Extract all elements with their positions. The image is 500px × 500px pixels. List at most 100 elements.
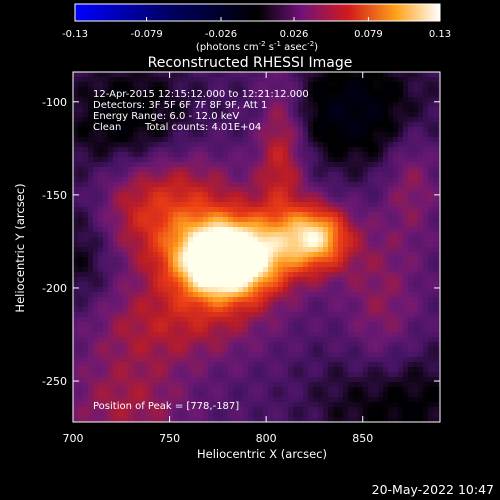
heatmap-cell xyxy=(368,102,374,108)
heatmap-cell xyxy=(158,127,164,133)
heatmap-cell xyxy=(213,192,219,198)
heatmap-cell xyxy=(123,402,129,408)
heatmap-cell xyxy=(343,117,349,123)
heatmap-cell xyxy=(428,102,434,108)
heatmap-cell xyxy=(88,362,94,368)
heatmap-cell xyxy=(138,282,144,288)
heatmap-cell xyxy=(298,272,304,278)
heatmap-cell xyxy=(218,297,224,303)
heatmap-cell xyxy=(383,227,389,233)
heatmap-cell xyxy=(328,352,334,358)
heatmap-cell xyxy=(248,327,254,333)
heatmap-cell xyxy=(118,417,124,422)
heatmap-cell xyxy=(323,252,329,258)
heatmap-cell xyxy=(423,132,429,138)
heatmap-cell xyxy=(408,302,414,308)
heatmap-cell xyxy=(243,197,249,203)
heatmap-cell xyxy=(183,112,189,118)
heatmap-cell xyxy=(343,272,349,278)
heatmap-cell xyxy=(98,267,104,273)
heatmap-cell xyxy=(353,242,359,248)
heatmap-cell xyxy=(383,137,389,143)
heatmap-cell xyxy=(98,217,104,223)
heatmap-cell xyxy=(238,237,244,243)
heatmap-cell xyxy=(253,142,259,148)
colorbar-tick-label: -0.026 xyxy=(205,29,237,40)
heatmap-cell xyxy=(368,307,374,313)
heatmap-cell xyxy=(323,162,329,168)
heatmap-cell xyxy=(388,342,394,348)
heatmap-cell xyxy=(143,237,149,243)
heatmap-cell xyxy=(198,102,204,108)
heatmap-cell xyxy=(83,232,89,238)
heatmap-cell xyxy=(73,347,79,353)
heatmap-cell xyxy=(368,177,374,183)
heatmap-cell xyxy=(328,342,334,348)
heatmap-cell xyxy=(268,267,274,273)
heatmap-cell xyxy=(98,182,104,188)
heatmap-cell xyxy=(78,167,84,173)
heatmap-cell xyxy=(88,412,94,418)
heatmap-cell xyxy=(398,382,404,388)
heatmap-cell xyxy=(403,87,409,93)
heatmap-cell xyxy=(328,187,334,193)
heatmap-cell xyxy=(128,207,134,213)
heatmap-cell xyxy=(173,152,179,158)
heatmap-cell xyxy=(318,172,324,178)
heatmap-cell xyxy=(248,292,254,298)
heatmap-cell xyxy=(228,337,234,343)
heatmap-cell xyxy=(333,307,339,313)
heatmap-cell xyxy=(273,367,279,373)
heatmap-cell xyxy=(418,292,424,298)
heatmap-cell xyxy=(233,122,239,128)
heatmap-cell xyxy=(108,282,114,288)
heatmap-cell xyxy=(193,282,199,288)
heatmap-cell xyxy=(273,357,279,363)
heatmap-cell xyxy=(398,402,404,408)
heatmap-cell xyxy=(393,362,399,368)
heatmap-cell xyxy=(278,182,284,188)
heatmap-cell xyxy=(378,232,384,238)
heatmap-cell xyxy=(288,357,294,363)
heatmap-cell xyxy=(103,152,109,158)
heatmap-cell xyxy=(138,307,144,313)
heatmap-cell xyxy=(408,127,414,133)
heatmap-cell xyxy=(183,242,189,248)
heatmap-cell xyxy=(398,222,404,228)
heatmap-cell xyxy=(213,342,219,348)
heatmap-cell xyxy=(343,262,349,268)
heatmap-cell xyxy=(353,332,359,338)
heatmap-cell xyxy=(293,182,299,188)
heatmap-cell xyxy=(278,72,284,78)
heatmap-cell xyxy=(243,232,249,238)
heatmap-cell xyxy=(288,102,294,108)
heatmap-cell xyxy=(413,397,419,403)
heatmap-cell xyxy=(178,357,184,363)
heatmap-cell xyxy=(273,117,279,123)
heatmap-cell xyxy=(278,222,284,228)
heatmap-cell xyxy=(178,127,184,133)
heatmap-cell xyxy=(213,137,219,143)
heatmap-cell xyxy=(223,212,229,218)
heatmap-cell xyxy=(168,92,174,98)
heatmap-cell xyxy=(223,97,229,103)
heatmap-cell xyxy=(283,87,289,93)
heatmap-cell xyxy=(393,322,399,328)
heatmap-cell xyxy=(183,312,189,318)
heatmap-cell xyxy=(373,262,379,268)
heatmap-cell xyxy=(373,312,379,318)
heatmap-cell xyxy=(373,352,379,358)
heatmap-cell xyxy=(83,242,89,248)
heatmap-cell xyxy=(258,362,264,368)
heatmap-cell xyxy=(258,382,264,388)
heatmap-cell xyxy=(318,132,324,138)
heatmap-cell xyxy=(253,377,259,383)
heatmap-cell xyxy=(343,402,349,408)
heatmap-cell xyxy=(153,162,159,168)
heatmap-cell xyxy=(243,282,249,288)
heatmap-cell xyxy=(228,172,234,178)
heatmap-cell xyxy=(173,162,179,168)
heatmap-cell xyxy=(413,107,419,113)
heatmap-cell xyxy=(408,257,414,263)
heatmap-cell xyxy=(88,397,94,403)
